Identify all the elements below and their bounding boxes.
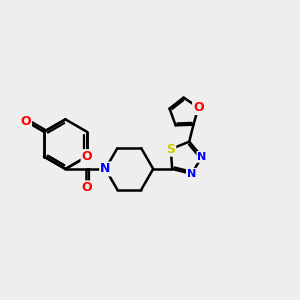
- Text: O: O: [82, 150, 92, 163]
- Text: N: N: [100, 163, 111, 176]
- Text: N: N: [187, 169, 196, 179]
- Text: O: O: [193, 101, 204, 114]
- Text: O: O: [20, 115, 31, 128]
- Text: N: N: [197, 152, 207, 162]
- Text: O: O: [81, 182, 92, 194]
- Text: S: S: [166, 142, 175, 156]
